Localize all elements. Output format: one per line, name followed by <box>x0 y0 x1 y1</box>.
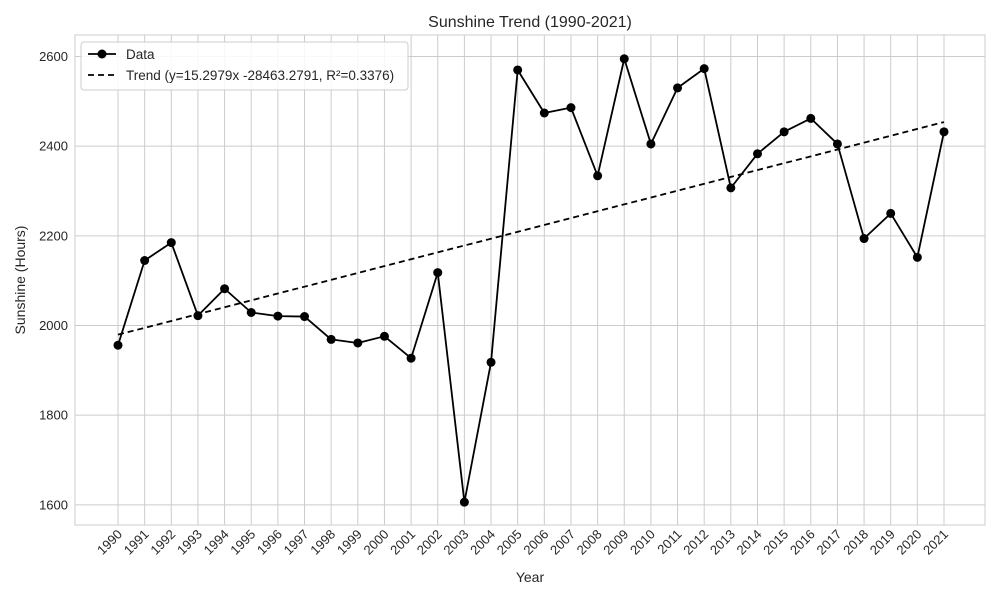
grid <box>75 35 985 525</box>
data-point <box>646 139 656 149</box>
y-tick-label: 2200 <box>39 228 68 243</box>
data-point <box>113 340 123 350</box>
y-tick-label: 2600 <box>39 49 68 64</box>
data-point <box>193 311 203 321</box>
data-point <box>513 65 523 75</box>
data-point <box>273 311 283 321</box>
data-point <box>779 127 789 137</box>
data-point <box>566 103 576 113</box>
x-tick-label: 1999 <box>334 527 365 558</box>
x-tick-label: 2017 <box>813 527 844 558</box>
x-axis-title: Year <box>516 569 545 585</box>
data-point <box>539 108 549 118</box>
data-point <box>406 353 416 363</box>
trend-layer <box>117 121 945 336</box>
x-tick-label: 2014 <box>734 527 765 558</box>
data-layer <box>113 54 949 507</box>
x-tick-label: 2013 <box>707 527 738 558</box>
y-tick-label: 2400 <box>39 139 68 154</box>
data-point <box>939 127 949 137</box>
data-series-line <box>117 57 945 504</box>
legend-box <box>80 41 409 91</box>
trend-line <box>117 121 945 336</box>
x-tick-label: 2008 <box>574 527 605 558</box>
x-tick-label: 2005 <box>494 527 525 558</box>
x-tick-label: 2011 <box>654 527 684 557</box>
data-point <box>353 338 363 348</box>
data-point <box>673 83 683 93</box>
data-point <box>886 208 896 218</box>
data-point <box>300 312 310 322</box>
plot-frame <box>74 34 986 526</box>
x-tick-label: 1993 <box>174 527 205 558</box>
x-tick-label: 2018 <box>840 527 871 558</box>
x-tick-label: 2001 <box>387 527 418 558</box>
x-tick-label: 2019 <box>867 527 898 558</box>
y-tick-labels: 1600 1800 2000 2200 2400 2600 <box>39 49 68 512</box>
y-axis-title: Sunshine (Hours) <box>12 226 28 335</box>
legend: Data Trend (y=15.2979x -28463.2791, R²=0… <box>80 41 409 91</box>
x-tick-label: 2002 <box>414 527 445 558</box>
data-point <box>859 234 869 244</box>
data-point <box>806 113 816 123</box>
x-tick-label: 2000 <box>361 527 392 558</box>
data-point <box>486 357 496 367</box>
x-tick-label: 2012 <box>680 527 711 558</box>
data-point <box>832 139 842 149</box>
data-point <box>379 331 389 341</box>
data-point <box>752 149 762 159</box>
x-tick-label: 2003 <box>440 527 471 558</box>
x-tick-label: 2020 <box>893 527 924 558</box>
x-tick-label: 1995 <box>227 527 258 558</box>
y-tick-label: 1800 <box>39 408 68 423</box>
x-tick-label: 1998 <box>307 527 338 558</box>
x-tick-label: 2010 <box>627 527 658 558</box>
x-tick-label: 1990 <box>94 527 125 558</box>
data-point <box>140 255 150 265</box>
x-tick-label: 2015 <box>760 527 791 558</box>
x-tick-label: 1996 <box>254 527 285 558</box>
data-point <box>912 252 922 262</box>
x-tick-labels: 1990199119921993199419951996199719981999… <box>94 527 951 558</box>
data-point <box>699 64 709 74</box>
x-tick-label: 1991 <box>121 527 152 558</box>
x-tick-label: 2009 <box>600 527 631 558</box>
y-tick-label: 2000 <box>39 318 68 333</box>
data-point <box>326 334 336 344</box>
y-tick-label: 1600 <box>39 497 68 512</box>
x-tick-label: 2021 <box>920 527 951 558</box>
legend-trend-label: Trend (y=15.2979x -28463.2791, R²=0.3376… <box>126 68 394 83</box>
x-tick-label: 1997 <box>281 527 312 558</box>
x-tick-label: 2016 <box>787 527 818 558</box>
chart-title: Sunshine Trend (1990-2021) <box>428 14 632 31</box>
legend-data-marker-icon <box>97 49 107 59</box>
x-tick-label: 2006 <box>520 527 551 558</box>
data-point <box>220 284 230 294</box>
data-point <box>459 497 469 507</box>
x-tick-label: 2007 <box>547 527 578 558</box>
x-tick-label: 1992 <box>147 527 178 558</box>
data-point <box>593 171 603 181</box>
data-point <box>166 238 176 248</box>
x-tick-label: 1994 <box>201 527 232 558</box>
data-point <box>619 54 629 64</box>
legend-data-label: Data <box>126 47 155 62</box>
data-point <box>726 183 736 193</box>
data-point <box>433 268 443 278</box>
x-tick-label: 2004 <box>467 527 498 558</box>
data-point <box>246 308 256 318</box>
